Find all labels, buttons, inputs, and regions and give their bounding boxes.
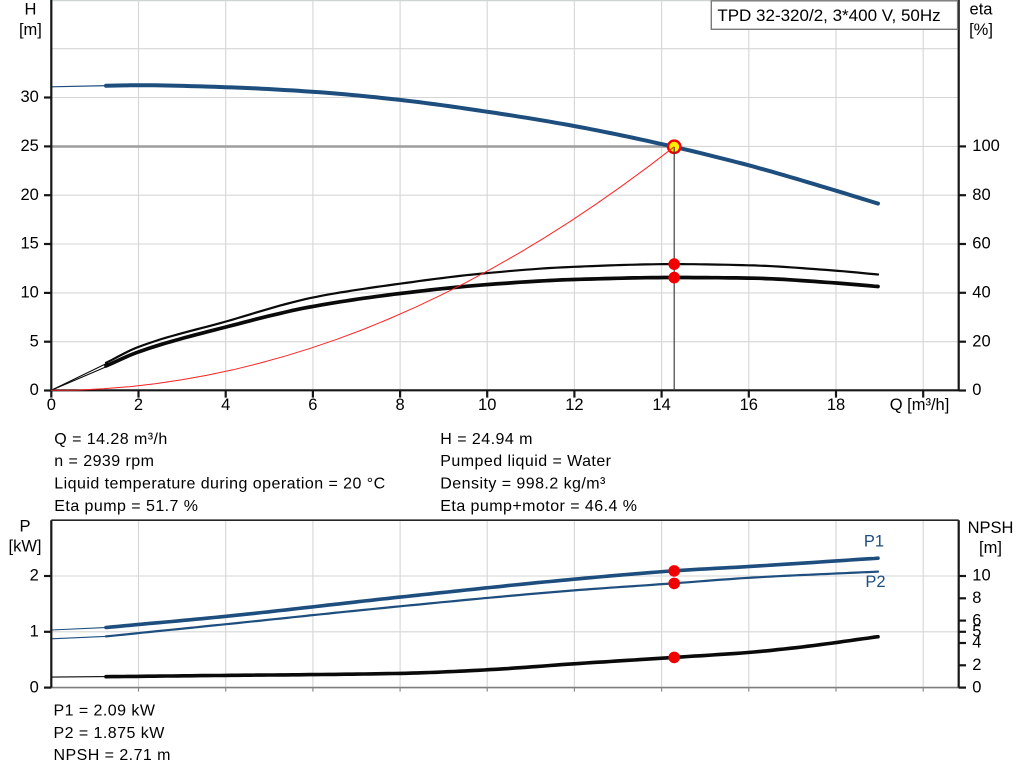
svg-text:n = 2939 rpm: n = 2939 rpm [54,453,154,470]
svg-text:0: 0 [30,678,39,696]
svg-text:Q = 14.28 m³/h: Q = 14.28 m³/h [54,431,167,448]
svg-text:14: 14 [652,396,670,414]
svg-text:8: 8 [972,589,981,607]
svg-text:6: 6 [308,396,317,414]
svg-text:[m]: [m] [979,539,1002,557]
svg-text:2: 2 [134,396,143,414]
svg-text:0: 0 [30,381,39,399]
svg-text:NPSH: NPSH [968,519,1014,537]
svg-text:Density = 998.2 kg/m³: Density = 998.2 kg/m³ [440,476,606,493]
svg-text:H: H [24,1,36,19]
svg-text:25: 25 [20,137,38,155]
svg-text:6: 6 [972,611,981,629]
svg-text:18: 18 [827,396,845,414]
svg-text:16: 16 [740,396,758,414]
svg-text:Eta pump+motor = 46.4 %: Eta pump+motor = 46.4 % [440,498,637,515]
svg-text:100: 100 [972,137,1000,155]
svg-text:eta: eta [970,1,994,19]
svg-text:20: 20 [20,186,38,204]
svg-text:10: 10 [20,284,38,302]
svg-text:Eta pump = 51.7 %: Eta pump = 51.7 % [54,498,198,515]
svg-text:0: 0 [972,678,981,696]
svg-text:60: 60 [972,235,990,253]
svg-text:0: 0 [972,381,981,399]
svg-text:4: 4 [972,634,981,652]
svg-text:P1 = 2.09 kW: P1 = 2.09 kW [54,702,156,719]
svg-text:8: 8 [396,396,405,414]
svg-text:10: 10 [478,396,496,414]
svg-text:NPSH = 2.71 m: NPSH = 2.71 m [54,747,171,764]
svg-text:80: 80 [972,186,990,204]
svg-text:5: 5 [30,332,39,350]
svg-text:Q [m³/h]: Q [m³/h] [890,396,950,414]
svg-text:P2 = 1.875 kW: P2 = 1.875 kW [54,725,166,742]
svg-text:0: 0 [47,396,56,414]
svg-text:TPD 32-320/2, 3*400 V, 50Hz: TPD 32-320/2, 3*400 V, 50Hz [717,6,940,25]
svg-text:P: P [19,518,30,536]
svg-text:[kW]: [kW] [9,538,42,556]
svg-text:15: 15 [20,235,38,253]
svg-text:2: 2 [30,567,39,585]
svg-text:10: 10 [972,567,990,585]
svg-text:H = 24.94 m: H = 24.94 m [440,431,533,448]
svg-text:4: 4 [221,396,230,414]
svg-text:Liquid temperature during oper: Liquid temperature during operation = 20… [54,476,385,493]
svg-text:2: 2 [972,656,981,674]
svg-text:12: 12 [565,396,583,414]
svg-text:30: 30 [20,88,38,106]
svg-text:1: 1 [30,623,39,641]
svg-text:P1: P1 [864,532,884,550]
svg-text:[m]: [m] [19,21,42,39]
svg-text:5: 5 [972,623,981,641]
svg-text:P2: P2 [865,573,885,591]
svg-text:Pumped liquid = Water: Pumped liquid = Water [440,453,611,470]
svg-text:20: 20 [972,332,990,350]
svg-text:40: 40 [972,284,990,302]
svg-text:[%]: [%] [969,21,993,39]
